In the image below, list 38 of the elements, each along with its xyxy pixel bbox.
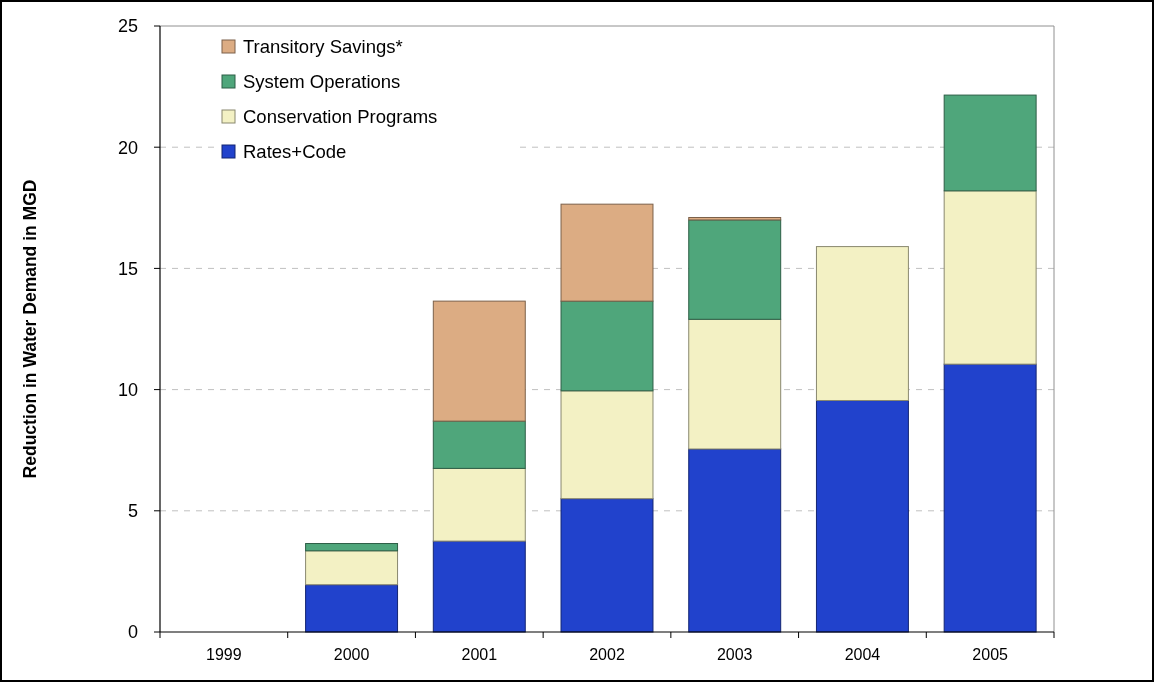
bar: [560, 300, 654, 392]
bar: [688, 217, 782, 221]
bar: [815, 246, 909, 402]
bar: [943, 190, 1037, 365]
bar: [432, 300, 526, 422]
bar: [432, 467, 526, 542]
y-tick-label: 5: [127, 501, 138, 522]
bar: [560, 390, 654, 500]
bar: [815, 400, 909, 633]
x-tick-label: 2004: [844, 646, 881, 663]
legend-label: Rates+Code: [243, 141, 347, 162]
bar: [432, 420, 526, 469]
y-tick-label: 0: [127, 622, 138, 643]
x-tick-label: 2005: [972, 646, 1009, 663]
bar: [560, 498, 654, 633]
bar: [432, 540, 526, 633]
x-tick-label: 2003: [716, 646, 753, 663]
bar: [688, 219, 782, 320]
bar: [305, 550, 399, 586]
bar: [943, 363, 1037, 633]
x-tick-label: 1999: [206, 646, 242, 663]
y-tick-label: 15: [117, 258, 138, 279]
y-tick-label: 10: [117, 379, 138, 400]
bar: [305, 584, 399, 633]
legend-label: Conservation Programs: [243, 106, 438, 127]
bar: [305, 543, 399, 552]
bar: [688, 448, 782, 633]
bar: [688, 318, 782, 450]
y-tick-label: 20: [117, 137, 138, 158]
legend-label: System Operations: [243, 71, 401, 92]
x-tick-label: 2001: [461, 646, 498, 663]
x-tick-label: 2000: [333, 646, 370, 663]
y-axis-title: Reduction in Water Demand in MGD: [20, 179, 40, 479]
x-tick-label: 2002: [589, 646, 625, 663]
bar: [943, 94, 1037, 192]
y-tick-label: 25: [117, 16, 138, 37]
bar: [560, 203, 654, 302]
legend-label: Transitory Savings*: [243, 36, 403, 57]
